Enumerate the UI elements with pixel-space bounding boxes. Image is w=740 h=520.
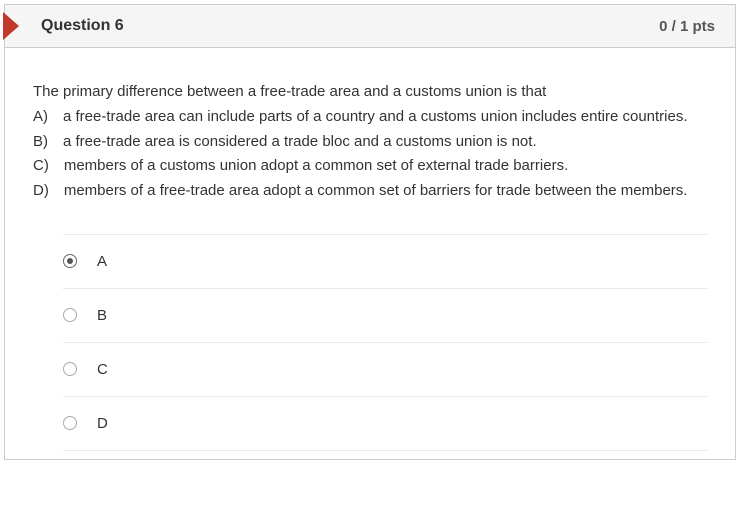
option-d[interactable]: D — [63, 396, 707, 451]
option-label: C — [97, 361, 108, 378]
radio-icon — [63, 416, 77, 430]
points-display: 0 / 1 pts — [659, 18, 715, 35]
question-title: Question 6 — [41, 17, 124, 35]
question-body: The primary difference between a free-tr… — [5, 48, 735, 459]
option-b[interactable]: B — [63, 288, 707, 342]
radio-icon — [63, 362, 77, 376]
option-c[interactable]: C — [63, 342, 707, 396]
incorrect-arrow-icon — [3, 12, 19, 40]
option-a[interactable]: A — [63, 234, 707, 288]
question-container: Question 6 0 / 1 pts The primary differe… — [4, 4, 736, 460]
radio-icon — [63, 308, 77, 322]
option-label: D — [97, 415, 108, 432]
question-text: The primary difference between a free-tr… — [33, 80, 707, 204]
options-list: A B C D — [33, 234, 707, 451]
question-header: Question 6 0 / 1 pts — [5, 5, 735, 48]
option-label: B — [97, 307, 107, 324]
radio-icon — [63, 254, 77, 268]
option-label: A — [97, 253, 107, 270]
